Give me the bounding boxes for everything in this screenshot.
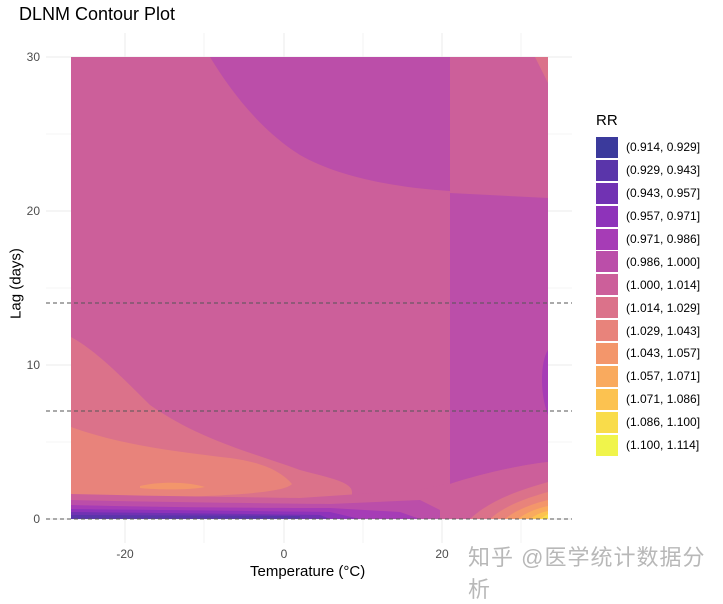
legend-swatch xyxy=(596,342,618,364)
legend-label: (0.986, 1.000] xyxy=(626,254,701,269)
legend-item: (0.943, 0.957] xyxy=(596,182,700,205)
legend-label: (0.957, 0.971] xyxy=(626,209,701,224)
legend-swatch xyxy=(596,228,618,250)
watermark: 知乎 @医学统计数据分析 xyxy=(468,545,706,602)
legend-item: (1.029, 1.043] xyxy=(596,319,700,342)
legend-label: (0.943, 0.957] xyxy=(626,186,701,201)
legend-swatch xyxy=(596,388,618,410)
contour-fills xyxy=(71,57,548,519)
legend-item: (1.000, 1.014] xyxy=(596,273,700,296)
reference-lines xyxy=(46,302,572,520)
legend-item: (0.957, 0.971] xyxy=(596,205,700,228)
legend-item: (1.071, 1.086] xyxy=(596,388,700,411)
y-tick-10: 10 xyxy=(26,358,40,372)
legend-label: (0.914, 0.929] xyxy=(626,140,701,155)
legend-item: (0.929, 0.943] xyxy=(596,159,700,182)
legend-item: (1.086, 1.100] xyxy=(596,411,700,434)
legend-label: (0.971, 0.986] xyxy=(626,232,701,246)
legend-label: (1.086, 1.100] xyxy=(626,415,701,430)
legend-label: (1.057, 1.071] xyxy=(626,369,701,384)
x-tick-20: 20 xyxy=(435,547,449,561)
legend-label: (1.043, 1.057] xyxy=(626,346,701,361)
legend-item: (1.043, 1.057] xyxy=(596,342,700,365)
legend: RR (0.914, 0.929] (0.929, 0.943] (0.943, 0… xyxy=(596,112,700,456)
legend-label: (1.029, 1.043] xyxy=(626,323,701,338)
legend-swatch xyxy=(596,297,618,319)
legend-swatch xyxy=(596,365,618,387)
legend-items: (0.914, 0.929] (0.929, 0.943] (0.943, 0.95… xyxy=(596,136,700,456)
x-tick-0: 0 xyxy=(280,547,288,561)
x-tick-neg20: -20 xyxy=(116,547,134,561)
legend-swatch xyxy=(596,136,618,158)
legend-swatch xyxy=(596,251,618,273)
legend-swatch xyxy=(596,411,618,433)
legend-swatch xyxy=(596,434,618,456)
legend-label: (0.929, 0.943] xyxy=(626,163,701,178)
legend-item: (1.014, 1.029] xyxy=(596,296,700,319)
chart-title: DLNM Contour Plot xyxy=(19,4,176,24)
y-axis-label: Lag (days) xyxy=(7,248,25,319)
contour-plot xyxy=(46,33,572,543)
legend-item: (1.100, 1.114] xyxy=(596,434,700,457)
y-tick-30: 30 xyxy=(26,50,40,64)
legend-swatch xyxy=(596,274,618,296)
legend-label: (1.071, 1.086] xyxy=(626,392,701,407)
legend-swatch xyxy=(596,182,618,204)
legend-item: (1.057, 1.071] xyxy=(596,365,700,388)
legend-label: (1.100, 1.114] xyxy=(626,438,700,453)
legend-item: (0.914, 0.929] xyxy=(596,136,700,159)
x-axis-label: Temperature (°C) xyxy=(250,563,366,580)
y-tick-0: 0 xyxy=(33,512,40,526)
legend-swatch xyxy=(596,159,618,181)
legend-title: RR xyxy=(596,112,618,129)
y-tick-20: 20 xyxy=(26,204,40,218)
legend-item: (0.971, 0.986] xyxy=(596,228,700,251)
legend-label: (1.014, 1.029] xyxy=(626,300,701,315)
legend-swatch xyxy=(596,320,618,342)
legend-label: (1.000, 1.014] xyxy=(626,277,701,292)
legend-item: (0.986, 1.000] xyxy=(596,250,700,273)
legend-swatch xyxy=(596,205,618,227)
